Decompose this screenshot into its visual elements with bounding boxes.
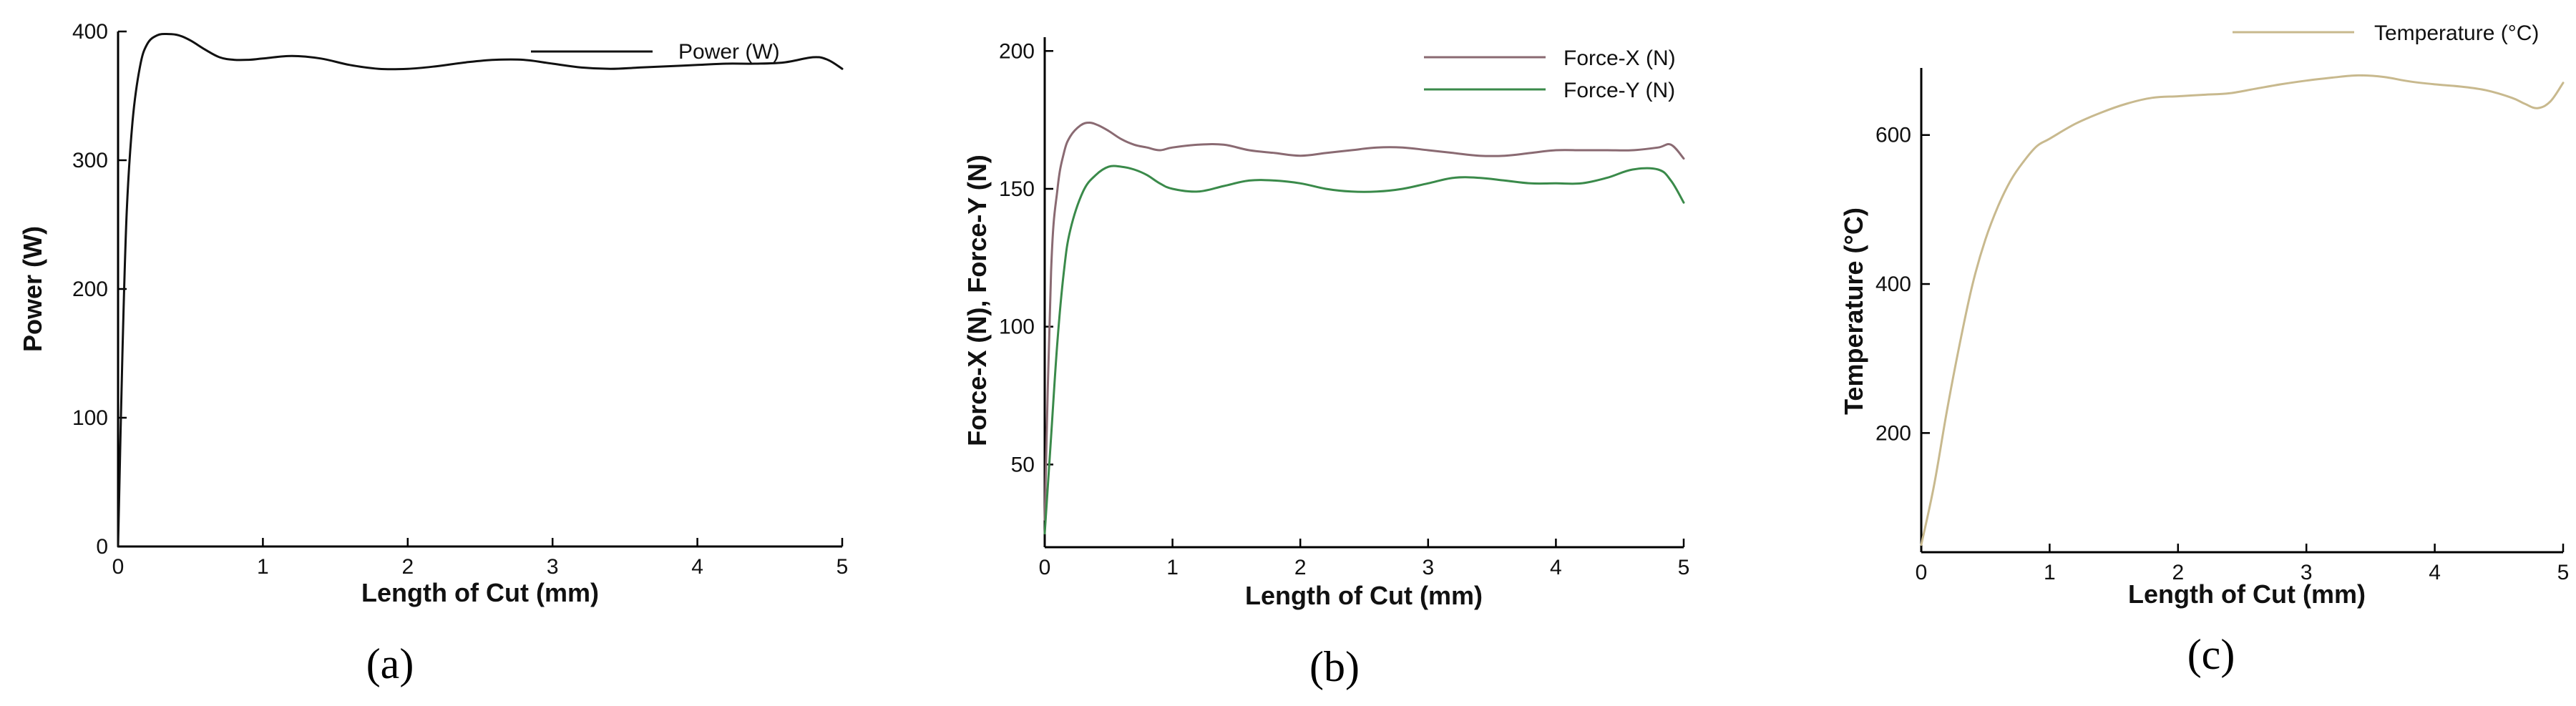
x-tick-label: 3 [2301,561,2313,584]
y-axis-label-b: Force-X (N), Force-Y (N) [962,155,992,446]
y-ticks-b: 50 100 150 200 [999,39,1053,476]
y-tick-label: 50 [1011,453,1035,476]
y-tick-label: 150 [999,177,1035,201]
x-tick-label: 0 [1039,556,1051,579]
x-tick-label: 4 [2429,561,2441,584]
x-tick-label: 0 [112,555,125,579]
y-tick-label: 400 [1875,273,1911,296]
x-axis-label-c: Length of Cut (mm) [2128,579,2366,609]
series-lines-c [1920,74,2565,546]
series-lines-a [117,32,844,548]
legend-label-a: Power (W) [678,40,780,64]
x-tick-label: 1 [1166,556,1179,579]
x-ticks-b: 0 1 2 3 4 5 [1039,539,1690,579]
y-tick-label: 100 [72,406,108,430]
y-tick-label: 300 [72,149,108,172]
series-lines-b [1043,122,1685,535]
series-line-b-2 [1043,165,1685,535]
series-line-b-1 [1043,122,1685,521]
x-tick-label: 2 [2172,561,2184,584]
caption-b: (b) [1309,643,1360,690]
x-tick-label: 4 [691,555,703,579]
chart-panel-a: 0 100 200 300 400 0 1 2 3 4 5 Power (W) Length of… [18,20,848,687]
legend-a: Power (W) [531,40,780,64]
x-axis-label-a: Length of Cut (mm) [361,578,599,607]
x-ticks-c: 0 1 2 3 4 5 [1916,544,2570,584]
x-tick-label: 2 [1294,556,1307,579]
x-tick-label: 4 [1550,556,1562,579]
y-axis-label-c: Temperature (°C) [1839,207,1868,415]
plot-area-c [1921,68,2563,552]
series-line-c-1 [1920,74,2565,546]
plot-area-a [118,31,842,546]
y-tick-label: 100 [999,315,1035,339]
legend-label-b-2: Force-Y (N) [1563,79,1675,102]
y-ticks-c: 200 400 600 [1875,124,1930,445]
x-tick-label: 1 [257,555,269,579]
caption-a: (a) [366,640,414,687]
chart-panel-c: 200 400 600 0 1 2 3 4 5 Temperature (°C) Length… [1839,21,2569,678]
x-tick-label: 5 [836,555,849,579]
x-tick-label: 5 [1678,556,1690,579]
x-tick-label: 0 [1916,561,1928,584]
x-tick-label: 5 [2557,561,2570,584]
plot-area-b [1045,37,1684,547]
y-tick-label: 400 [72,20,108,44]
y-tick-label: 600 [1875,124,1911,147]
x-axis-label-b: Length of Cut (mm) [1245,581,1483,610]
y-ticks-a: 0 100 200 300 400 [72,20,127,559]
y-tick-label: 200 [1875,421,1911,445]
x-tick-label: 2 [401,555,414,579]
y-axis-label-a: Power (W) [18,226,47,352]
legend-label-b-1: Force-X (N) [1563,46,1676,70]
x-tick-label: 1 [2044,561,2056,584]
legend-c: Temperature (°C) [2233,21,2539,45]
y-tick-label: 200 [999,39,1035,63]
y-tick-label: 200 [72,278,108,301]
y-tick-label: 0 [96,535,108,559]
legend-b: Force-X (N) Force-Y (N) [1424,46,1676,102]
legend-label-c: Temperature (°C) [2374,21,2539,45]
x-tick-label: 3 [547,555,559,579]
x-ticks-a: 0 1 2 3 4 5 [112,538,849,579]
chart-panel-b: 50 100 150 200 0 1 2 3 4 5 Force-X (N) Force-Y (… [962,37,1689,690]
x-tick-label: 3 [1422,556,1434,579]
series-line-a-1 [117,32,844,548]
caption-c: (c) [2187,631,2235,678]
